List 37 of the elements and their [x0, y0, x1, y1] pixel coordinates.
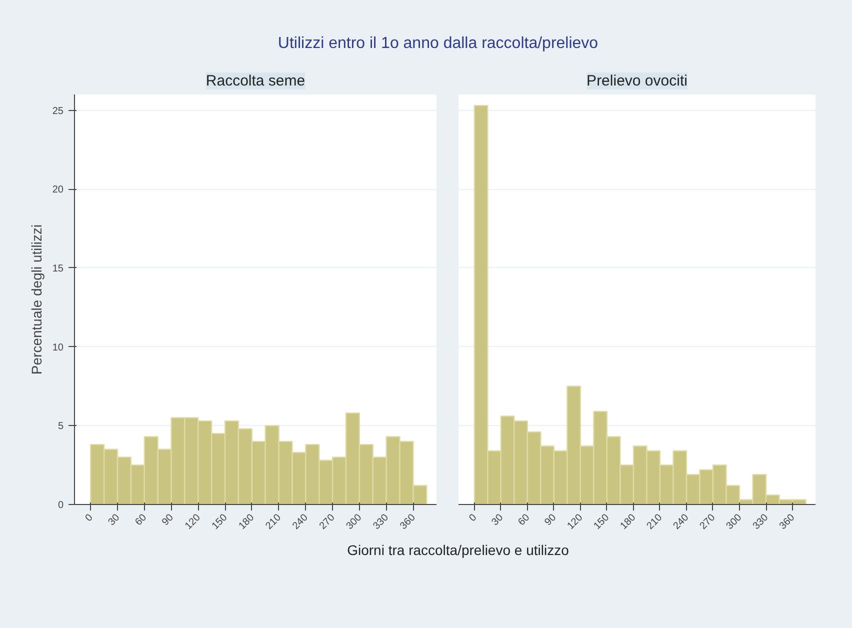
x-tick-label: 0: [467, 512, 480, 524]
x-tick-label: 120: [183, 512, 204, 532]
x-tick-label: 60: [516, 512, 532, 528]
x-tick-label: 300: [344, 512, 364, 532]
x-tick-label: 210: [264, 512, 284, 532]
x-tick-label: 270: [318, 512, 338, 532]
chart-title: Raccolta seme: [206, 72, 306, 90]
x-tick-label: 240: [290, 512, 311, 532]
x-tick-label: 270: [698, 512, 718, 532]
x-tick-label: 60: [133, 512, 150, 528]
x-tick-label: 300: [724, 512, 744, 532]
x-tick-label: 360: [778, 512, 798, 532]
y-tick-label: 20: [52, 184, 64, 196]
x-tick-label: 210: [644, 512, 665, 532]
y-axis-title: Percentuale degli utilizzi: [28, 224, 44, 375]
x-tick-label: 30: [490, 512, 506, 528]
x-tick-label: 30: [106, 512, 122, 528]
x-tick-label: 90: [542, 512, 559, 528]
y-tick-label: 25: [52, 106, 64, 117]
x-tick-label: 330: [371, 512, 392, 532]
x-tick-label: 0: [84, 512, 96, 524]
x-tick-label: 360: [398, 512, 418, 532]
x-tick-label: 150: [592, 512, 612, 532]
x-tick-label: 240: [672, 512, 692, 532]
chart-title: Prelievo ovociti: [586, 72, 688, 90]
y-tick-label: 15: [52, 263, 64, 274]
x-tick-label: 90: [160, 512, 176, 528]
x-tick-label: 180: [618, 512, 638, 532]
x-tick-label: 180: [236, 512, 257, 532]
y-tick-label: 10: [52, 342, 64, 354]
text: Utilizzi entro il 1o anno dalla raccolta/prelievo: [278, 34, 598, 54]
x-tick-label: 120: [565, 512, 586, 532]
y-tick-label: 0: [58, 500, 64, 511]
x-tick-label: 150: [210, 512, 230, 532]
y-tick-label: 5: [58, 421, 64, 432]
x-tick-label: 330: [751, 512, 771, 532]
x-axis-title: Giorni tra raccolta/prelievo e utilizzo: [347, 541, 569, 560]
